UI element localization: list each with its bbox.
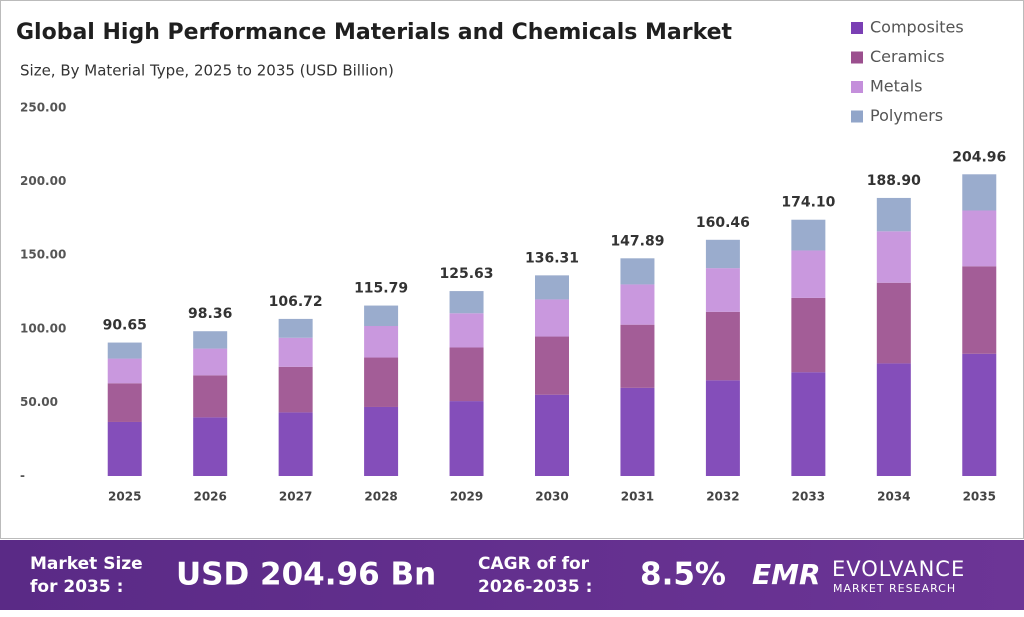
- cagr-value: 8.5%: [640, 557, 726, 593]
- legend-label: Ceramics: [870, 47, 945, 66]
- y-tick-label: 150.00: [20, 248, 66, 262]
- bar-segment: [876, 363, 911, 476]
- total-label: 115.79: [354, 281, 408, 297]
- x-tick-label: 2035: [963, 490, 996, 504]
- bar-segment: [193, 348, 228, 376]
- x-tick-label: 2028: [364, 490, 397, 504]
- total-label: 125.63: [440, 266, 494, 282]
- legend-swatch: [851, 22, 863, 34]
- total-label: 204.96: [952, 149, 1006, 165]
- legend-label: Polymers: [870, 106, 943, 125]
- x-tick-label: 2027: [279, 490, 312, 504]
- footer-band: [0, 540, 1024, 610]
- bar-segment: [193, 417, 228, 476]
- total-label: 147.89: [610, 233, 664, 249]
- bar-segment: [364, 406, 399, 476]
- bar-segment: [364, 357, 399, 407]
- bar-segment: [364, 305, 399, 327]
- x-tick-label: 2026: [193, 490, 226, 504]
- chart-subtitle: Size, By Material Type, 2025 to 2035 (US…: [20, 62, 394, 80]
- x-tick-label: 2032: [706, 490, 739, 504]
- total-label: 98.36: [188, 306, 232, 322]
- logo-tagline: MARKET RESEARCH: [833, 582, 956, 595]
- total-label: 136.31: [525, 250, 579, 266]
- bar-segment: [705, 268, 740, 312]
- y-tick-label: -: [20, 469, 25, 483]
- bar-segment: [876, 197, 911, 232]
- x-tick-label: 2031: [621, 490, 654, 504]
- bar-segment: [620, 284, 655, 325]
- bar-segment: [962, 353, 997, 476]
- bar-segment: [620, 387, 655, 476]
- bar-segment: [705, 380, 740, 476]
- bar-segment: [535, 394, 569, 476]
- bar-segment: [449, 313, 484, 348]
- legend-label: Metals: [870, 77, 923, 96]
- bar-segment: [535, 336, 569, 395]
- bar-segment: [791, 297, 826, 373]
- market-size-value: USD 204.96 Bn: [176, 557, 436, 593]
- bar-segment: [449, 291, 484, 314]
- bar-segment: [193, 331, 228, 349]
- y-tick-label: 100.00: [20, 321, 66, 335]
- bar-segment: [193, 375, 228, 418]
- bar-segment: [278, 337, 313, 367]
- x-tick-label: 2030: [535, 490, 568, 504]
- total-label: 160.46: [696, 215, 750, 231]
- total-label: 174.10: [781, 195, 835, 211]
- bar-segment: [962, 210, 997, 267]
- chart-title: Global High Performance Materials and Ch…: [16, 20, 733, 45]
- legend: Composites Ceramics Metals Polymers: [851, 18, 964, 125]
- bar-segment: [107, 383, 142, 422]
- legend-swatch: [851, 81, 863, 93]
- bar-segment: [705, 239, 740, 269]
- bar-segment: [535, 299, 569, 337]
- total-label: 188.90: [867, 173, 921, 189]
- logo-name: EVOLVANCE: [832, 557, 965, 581]
- bar-segment: [620, 324, 655, 388]
- bar-segment: [791, 372, 826, 476]
- y-tick-label: 50.00: [20, 395, 58, 409]
- bar-segment: [620, 258, 655, 285]
- total-label: 106.72: [269, 294, 323, 310]
- x-tick-label: 2025: [108, 490, 141, 504]
- bar-segment: [705, 311, 740, 381]
- bar-segment: [962, 266, 997, 354]
- bar-segment: [107, 421, 142, 476]
- legend-swatch: [851, 110, 863, 123]
- bar-segment: [364, 326, 399, 358]
- bar-segment: [278, 318, 313, 338]
- logo-mark: EMR: [752, 558, 821, 591]
- cagr-label: CAGR of for: [478, 554, 590, 574]
- bar-segment: [876, 231, 911, 283]
- bar-segment: [107, 342, 142, 359]
- y-tick-label: 250.00: [20, 101, 66, 115]
- x-tick-label: 2029: [450, 490, 483, 504]
- x-tick-label: 2033: [792, 490, 825, 504]
- bar-segment: [449, 401, 484, 476]
- cagr-label: 2026-2035 :: [478, 577, 592, 597]
- bar-segment: [278, 366, 313, 413]
- bar-segment: [962, 174, 997, 211]
- bar-segment: [791, 219, 826, 251]
- plot-area: - 50.00 100.00 150.00 200.00 250.00 2025 90.65 2…: [20, 101, 1006, 504]
- market-size-label: Market Size: [30, 554, 143, 574]
- y-tick-label: 200.00: [20, 174, 66, 188]
- bar-segment: [535, 275, 569, 300]
- x-tick-label: 2034: [877, 490, 910, 504]
- total-label: 90.65: [103, 318, 147, 334]
- bar-segment: [107, 358, 142, 384]
- bar-segment: [791, 250, 826, 298]
- bar-segment: [449, 347, 484, 402]
- market-size-label: for 2035 :: [30, 577, 123, 597]
- bar-segment: [876, 282, 911, 364]
- legend-label: Composites: [870, 18, 964, 37]
- legend-swatch: [851, 51, 863, 64]
- bar-segment: [278, 412, 313, 476]
